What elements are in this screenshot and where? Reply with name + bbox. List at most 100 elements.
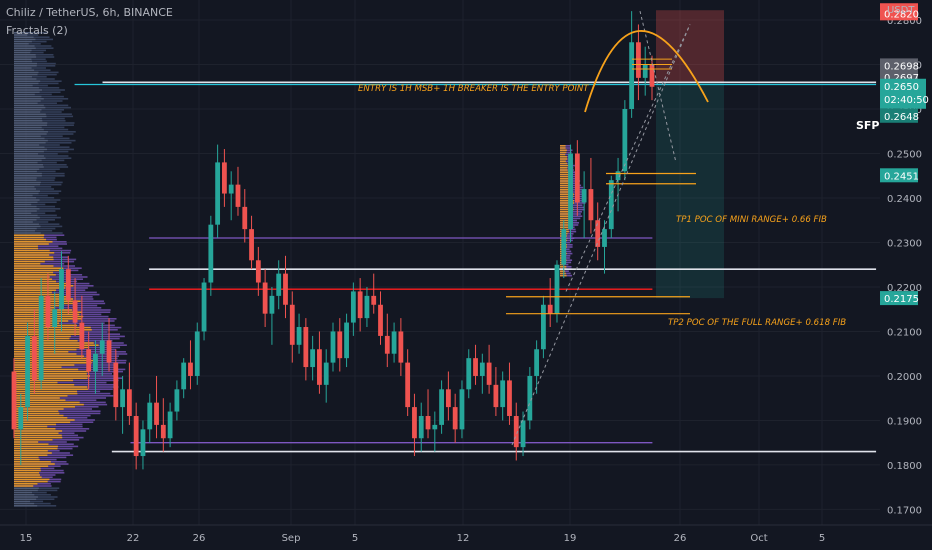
candle-body (201, 282, 207, 332)
mini-volume-bar-highlight (560, 197, 573, 200)
volume-bar-highlight (14, 89, 43, 91)
symbol-title: Chiliz / TetherUS, 6h, BINANCE (6, 6, 173, 19)
candle-body (147, 402, 153, 430)
candle-body (194, 331, 200, 376)
volume-bar-highlight (14, 436, 63, 439)
volume-bar-highlight (14, 82, 39, 85)
candle-body (602, 229, 607, 247)
volume-bar-highlight (14, 225, 41, 228)
volume-bar-highlight (14, 106, 46, 109)
volume-bar-highlight (14, 183, 41, 186)
volume-bar-highlight (14, 117, 42, 120)
candle-body (330, 331, 336, 363)
volume-bar-highlight (14, 322, 60, 324)
volume-bar-highlight (14, 419, 75, 421)
top-arc (584, 30, 709, 113)
mini-volume-bar-highlight (560, 191, 573, 193)
volume-bar-highlight (14, 399, 66, 401)
volume-bar-highlight (14, 258, 54, 261)
mini-volume-bar-highlight (560, 162, 568, 165)
volume-bar-highlight (14, 254, 50, 256)
volume-bar-highlight (14, 199, 40, 201)
volume-bar-highlight (14, 403, 84, 406)
time-tick: 5 (819, 533, 825, 544)
candle-body (31, 335, 37, 381)
volume-bar-highlight (14, 133, 47, 135)
volume-bar-highlight (14, 485, 34, 487)
volume-bar-highlight (14, 375, 91, 377)
volume-bar-highlight (14, 285, 74, 287)
volume-bar-highlight (14, 168, 40, 170)
candle-body (215, 162, 221, 225)
candle-body (242, 206, 248, 230)
volume-bar-highlight (14, 388, 88, 390)
mini-volume-bar-highlight (560, 224, 571, 226)
volume-bar-highlight (14, 461, 51, 463)
mini-volume-bar-highlight (560, 266, 567, 268)
volume-bar-highlight (14, 166, 44, 168)
volume-bar-highlight (14, 56, 37, 58)
mini-volume-bar-highlight (560, 219, 570, 222)
candle-body (45, 295, 51, 328)
candle-body (466, 358, 472, 390)
mini-volume-bar-highlight (560, 200, 575, 202)
volume-bar-highlight (14, 65, 37, 67)
volume-bar-highlight (14, 287, 66, 289)
volume-bar-highlight (14, 219, 37, 221)
volume-bar-highlight (14, 102, 38, 104)
volume-bar-highlight (14, 192, 39, 195)
volume-bar-highlight (14, 474, 40, 476)
volume-bar-highlight (14, 113, 46, 115)
mini-volume-bar-highlight (560, 186, 573, 189)
time-axis[interactable]: 15 22 26 Sep 5 12 19 26 Oct 5 (0, 524, 932, 544)
mini-volume-bar-highlight (560, 217, 572, 220)
candle-body (513, 415, 519, 448)
volume-bar-highlight (14, 54, 36, 56)
candle-body (154, 402, 159, 425)
volume-bar-highlight (14, 214, 38, 217)
volume-bar-highlight (14, 326, 91, 329)
candle-body (588, 189, 594, 221)
indicator-label[interactable]: Fractals (2) (6, 24, 68, 37)
volume-bar-highlight (14, 43, 29, 45)
candle-body (425, 415, 431, 430)
volume-bar-highlight (14, 423, 57, 426)
volume-bar-highlight (14, 469, 41, 472)
volume-bar (14, 291, 97, 294)
candle-body (412, 407, 417, 439)
volume-bar-highlight (14, 465, 49, 467)
volume-bar-highlight (14, 84, 33, 87)
candle-body (473, 358, 478, 376)
volume-bar-highlight (14, 71, 39, 74)
entry-annotation: ENTRY IS 1H MSB+ 1H BREAKER IS THE ENTRY… (358, 84, 589, 94)
candle-body (160, 424, 166, 439)
candle-body (276, 273, 282, 296)
price-tick: 0.1800 (887, 461, 922, 472)
volume-bar-highlight (14, 157, 46, 159)
price-label: 0.2698 (884, 61, 919, 72)
volume-bar-highlight (14, 150, 44, 153)
volume-bar-highlight (14, 49, 32, 52)
volume-bar-highlight (14, 159, 42, 162)
candle-body (541, 304, 546, 350)
price-axis[interactable]: 0.28000.27000.26000.25000.24000.23000.22… (880, 0, 932, 550)
volume-bar (14, 247, 63, 250)
candle-body (323, 362, 329, 385)
candle-body (72, 300, 78, 323)
target-zone (656, 82, 724, 299)
volume-bar-highlight (14, 454, 48, 456)
volume-bar-highlight (14, 212, 32, 214)
candle-body (459, 389, 465, 430)
candle-body (11, 371, 17, 430)
volume-bar (14, 472, 65, 474)
candle-body (52, 309, 58, 328)
volume-bar-highlight (14, 186, 35, 188)
candle-body (527, 375, 533, 421)
volume-bar-highlight (14, 408, 64, 410)
volume-bar-highlight (14, 137, 45, 140)
volume-bar-highlight (14, 124, 47, 126)
candle-body (615, 171, 621, 181)
drawings: ENTRY IS 1H MSB+ 1H BREAKER IS THE ENTRY… (358, 11, 880, 446)
volume-bar-highlight (14, 109, 42, 111)
